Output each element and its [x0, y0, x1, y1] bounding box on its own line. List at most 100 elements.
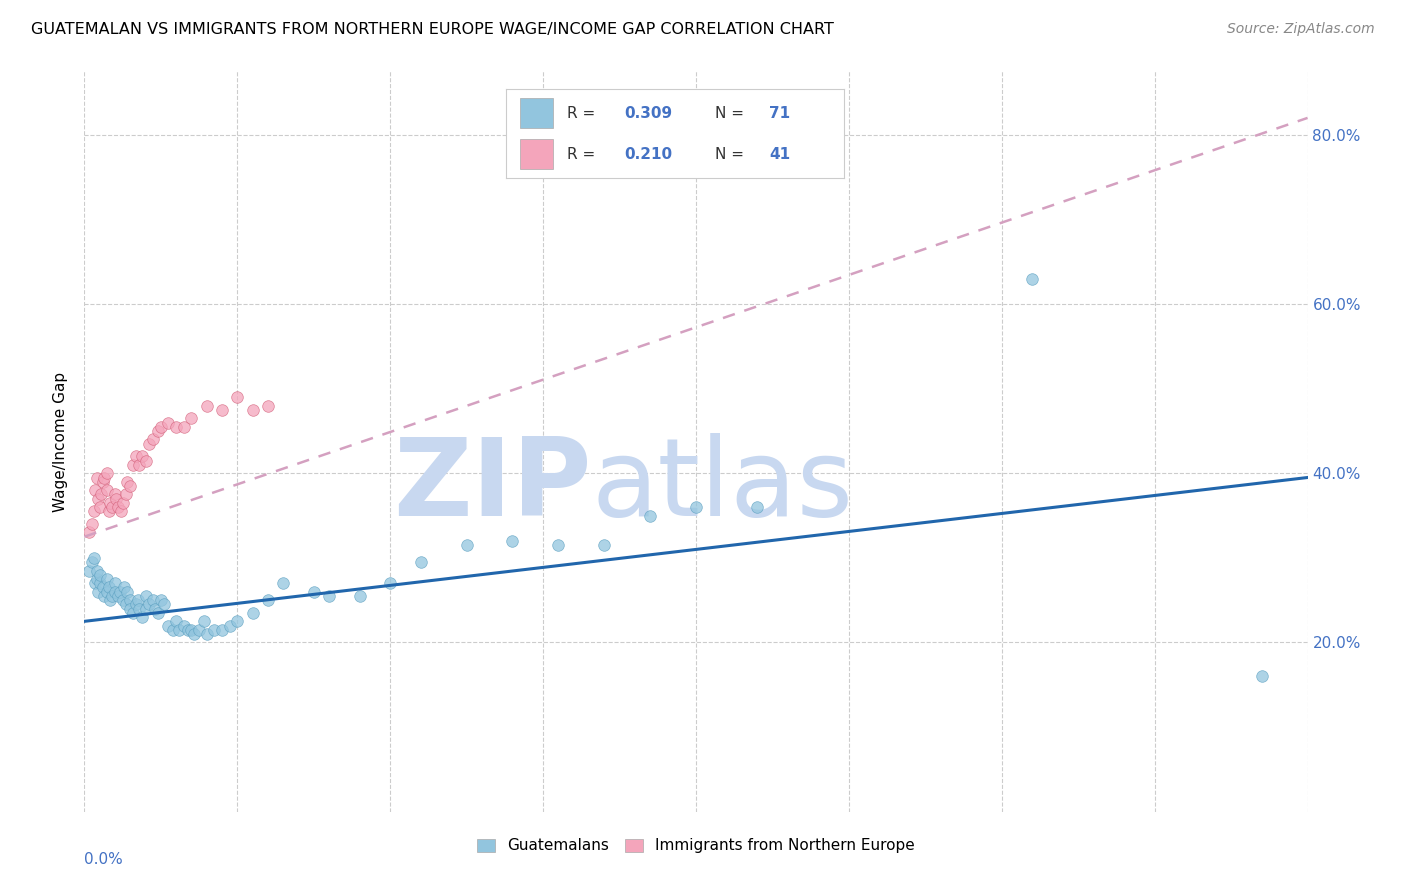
Point [84, 483, 107, 498]
Text: ZIP: ZIP [394, 433, 592, 539]
Point [131, 450, 153, 464]
Point [138, 436, 160, 450]
Text: GUATEMALAN VS IMMIGRANTS FROM NORTHERN EUROPE WAGE/INCOME GAP CORRELATION CHART: GUATEMALAN VS IMMIGRANTS FROM NORTHERN E… [31, 22, 834, 37]
Point [96, 467, 118, 481]
Point [157, 416, 180, 430]
Point [146, 606, 169, 620]
Point [173, 419, 195, 434]
FancyBboxPatch shape [520, 139, 554, 169]
Point [180, 411, 202, 425]
Point [135, 589, 157, 603]
Point [96, 483, 118, 498]
Point [149, 593, 172, 607]
Point [226, 615, 249, 629]
Point [380, 576, 402, 591]
Point [96, 584, 118, 599]
Point [84, 576, 107, 591]
Point [128, 458, 150, 472]
Point [125, 598, 148, 612]
Point [180, 623, 202, 637]
Point [162, 623, 184, 637]
Point [86, 564, 108, 578]
Point [89, 567, 111, 582]
Point [86, 470, 108, 484]
Text: atlas: atlas [592, 433, 853, 539]
Text: Source: ZipAtlas.com: Source: ZipAtlas.com [1227, 22, 1375, 37]
Point [685, 500, 707, 515]
Point [105, 491, 128, 506]
Point [195, 399, 218, 413]
Point [202, 623, 225, 637]
Point [120, 479, 142, 493]
Point [349, 589, 371, 603]
Point [138, 598, 160, 612]
Point [195, 627, 218, 641]
Y-axis label: Wage/Income Gap: Wage/Income Gap [53, 371, 69, 512]
Point [97, 504, 120, 518]
Point [131, 610, 153, 624]
Point [638, 508, 661, 523]
Point [547, 538, 569, 552]
Point [173, 618, 195, 632]
Point [93, 589, 115, 603]
Point [108, 584, 131, 599]
Point [104, 487, 127, 501]
Point [146, 424, 169, 438]
Text: 0.309: 0.309 [624, 106, 672, 120]
Point [1021, 271, 1043, 285]
Point [111, 496, 134, 510]
Text: N =: N = [716, 106, 749, 120]
Point [143, 601, 166, 615]
Text: 0.0%: 0.0% [84, 853, 124, 867]
Text: R =: R = [567, 147, 600, 161]
Point [77, 564, 100, 578]
Point [98, 496, 121, 510]
Point [188, 623, 211, 637]
Point [122, 458, 145, 472]
Point [193, 615, 215, 629]
Point [211, 402, 233, 417]
Point [747, 500, 769, 515]
Point [153, 598, 176, 612]
Point [110, 504, 132, 518]
Point [83, 504, 105, 518]
Point [115, 475, 138, 489]
Point [80, 516, 103, 531]
Point [226, 390, 249, 404]
Point [111, 593, 134, 607]
Point [211, 623, 233, 637]
Point [409, 555, 432, 569]
Text: 41: 41 [769, 147, 790, 161]
Point [177, 623, 200, 637]
Point [142, 593, 165, 607]
Point [89, 500, 111, 515]
Point [242, 402, 264, 417]
Point [83, 550, 105, 565]
Point [135, 453, 157, 467]
Point [218, 618, 240, 632]
Point [120, 601, 142, 615]
Point [90, 487, 112, 501]
Point [96, 572, 118, 586]
Point [502, 533, 524, 548]
Point [257, 593, 280, 607]
Point [125, 450, 148, 464]
Point [91, 581, 114, 595]
Point [114, 598, 136, 612]
Point [165, 419, 187, 434]
Point [165, 615, 187, 629]
FancyBboxPatch shape [520, 98, 554, 128]
Point [98, 593, 121, 607]
Point [107, 500, 129, 515]
Text: R =: R = [567, 106, 600, 120]
Point [86, 572, 108, 586]
Point [257, 399, 280, 413]
Point [77, 525, 100, 540]
Point [183, 627, 205, 641]
Point [142, 433, 165, 447]
Point [302, 584, 325, 599]
Point [456, 538, 478, 552]
Point [104, 576, 127, 591]
Text: 71: 71 [769, 106, 790, 120]
Point [114, 487, 136, 501]
